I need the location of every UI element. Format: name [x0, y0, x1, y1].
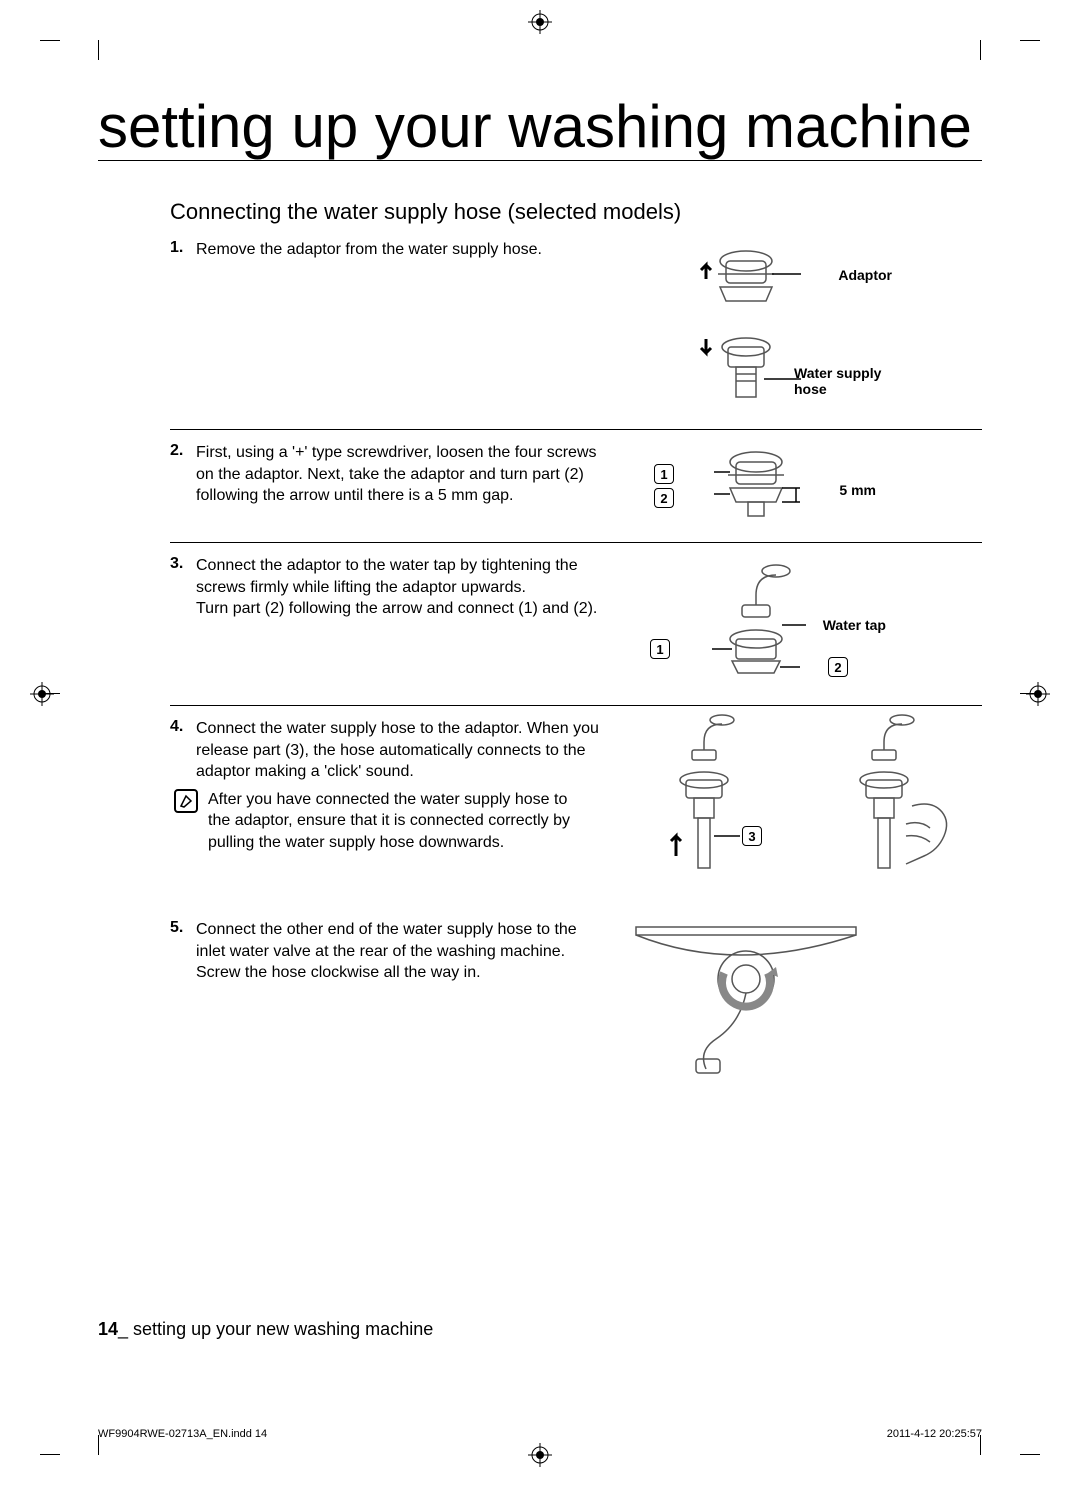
callout-3: 3: [742, 826, 762, 846]
label-adaptor: Adaptor: [838, 267, 892, 283]
crop-mark: [1020, 40, 1040, 41]
section-heading: Connecting the water supply hose (select…: [170, 199, 982, 225]
page-title: setting up your washing machine: [98, 95, 982, 161]
step-3: 3. Connect the adaptor to the water tap …: [170, 542, 982, 699]
registration-mark-icon: [528, 1443, 552, 1467]
crop-mark: [98, 40, 99, 60]
callout-2: 2: [828, 657, 848, 677]
crop-mark: [40, 40, 60, 41]
footer-text: setting up your new washing machine: [133, 1319, 433, 1339]
crop-mark: [1020, 1454, 1040, 1455]
indd-file: WF9904RWE-02713A_EN.indd 14: [98, 1428, 267, 1440]
figure-step-5: [606, 919, 886, 1079]
callout-1: 1: [654, 464, 674, 484]
step-number: 4.: [170, 718, 196, 783]
label-water-supply-hose: Water supply hose: [794, 365, 894, 397]
page-content: setting up your washing machine Connecti…: [98, 95, 982, 1400]
step-5: 5. Connect the other end of the water su…: [170, 915, 982, 1083]
figure-step-3: Water tap 1 2: [606, 555, 886, 695]
page-number: 14: [98, 1319, 118, 1339]
step-number: 2.: [170, 442, 196, 532]
step-text: Connect the other end of the water suppl…: [196, 919, 606, 1079]
print-metadata: WF9904RWE-02713A_EN.indd 14 2011-4-12 20…: [98, 1428, 982, 1440]
step-number: 1.: [170, 239, 196, 419]
page-footer: 14_ setting up your new washing machine: [98, 1319, 433, 1340]
footer-sep: _: [118, 1319, 133, 1339]
label-water-tap: Water tap: [823, 617, 886, 633]
step-text: Connect the adaptor to the water tap by …: [196, 555, 606, 695]
step-4: 4. Connect the water supply hose to the …: [170, 705, 982, 915]
note-icon: [174, 789, 198, 813]
note-text: After you have connected the water suppl…: [208, 789, 588, 854]
step-text: Connect the water supply hose to the ada…: [196, 718, 606, 783]
callout-1: 1: [650, 639, 670, 659]
crop-mark: [980, 40, 981, 60]
figure-step-4: 3: [662, 706, 982, 906]
step-2: 2. First, using a '+' type screwdriver, …: [170, 429, 982, 536]
label-5mm: 5 mm: [839, 482, 876, 498]
registration-mark-icon: [30, 682, 54, 706]
figure-step-2: 1 2 5 mm: [606, 442, 886, 532]
registration-mark-icon: [528, 10, 552, 34]
step-text: Remove the adaptor from the water supply…: [196, 239, 606, 419]
indd-timestamp: 2011-4-12 20:25:57: [887, 1428, 982, 1440]
registration-mark-icon: [1026, 682, 1050, 706]
step-number: 3.: [170, 555, 196, 695]
figure-step-1: Adaptor Water supply hose: [606, 239, 886, 419]
step-number: 5.: [170, 919, 196, 1079]
step-1: 1. Remove the adaptor from the water sup…: [170, 235, 982, 423]
crop-mark: [40, 1454, 60, 1455]
callout-2: 2: [654, 488, 674, 508]
step-text: First, using a '+' type screwdriver, loo…: [196, 442, 606, 532]
